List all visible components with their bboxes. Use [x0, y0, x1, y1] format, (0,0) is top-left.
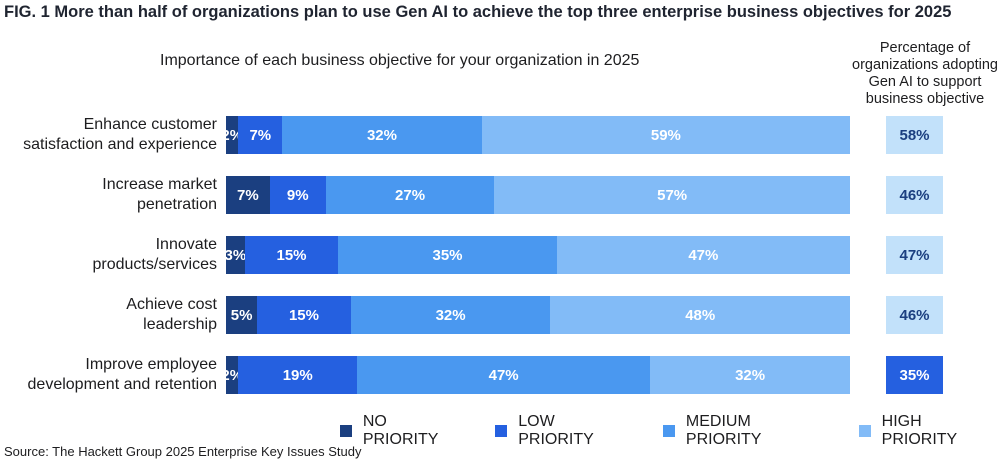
- bar-segment-medium-priority: 35%: [338, 236, 557, 274]
- legend-label: HIGH PRIORITY: [881, 413, 958, 448]
- category-label-line: Achieve cost: [126, 296, 217, 313]
- bar-segment-medium-priority: 27%: [325, 176, 495, 214]
- bar-segment-low-priority: 19%: [238, 356, 358, 394]
- stacked-bar: 5% 15% 32% 48%: [226, 296, 850, 334]
- legend-label: LOW PRIORITY: [518, 413, 594, 448]
- bar-segment-no-priority: 3%: [225, 236, 246, 274]
- category-label-line: satisfaction and experience: [23, 136, 217, 153]
- bar-segment-no-priority: 2%: [221, 356, 243, 394]
- chart-title: FIG. 1 More than half of organizations p…: [4, 3, 952, 21]
- legend-label: NO PRIORITY: [362, 413, 439, 448]
- legend-label: MEDIUM PRIORITY: [685, 413, 762, 448]
- category-label-line: development and retention: [27, 376, 217, 393]
- bar-segment-low-priority: 9%: [269, 176, 326, 214]
- chart-subtitle: Importance of each business objective fo…: [160, 52, 640, 69]
- bar-segment-low-priority: 15%: [244, 236, 339, 274]
- category-label-line: Improve employee: [85, 356, 217, 373]
- category-label-line: leadership: [143, 316, 217, 333]
- category-label-line: penetration: [136, 196, 217, 213]
- legend: NO PRIORITY LOW PRIORITY MEDIUM PRIORITY HI…: [340, 413, 1000, 449]
- adoption-value: 58%: [886, 116, 943, 154]
- legend-swatch: [340, 425, 352, 437]
- category-label-line: Innovate: [155, 236, 217, 253]
- adoption-value: 46%: [886, 296, 943, 334]
- bar-segment-medium-priority: 32%: [282, 116, 482, 154]
- bar-segment-high-priority: 32%: [650, 356, 850, 394]
- bar-segment-no-priority: 2%: [221, 116, 243, 154]
- legend-item: HIGH PRIORITY: [858, 413, 1000, 449]
- bar-segment-medium-priority: 32%: [350, 296, 551, 334]
- bar-segment-medium-priority: 47%: [357, 356, 651, 394]
- bar-segment-no-priority: 5%: [226, 296, 258, 334]
- category-label-line: Increase market: [102, 176, 217, 193]
- bar-segment-high-priority: 47%: [556, 236, 850, 274]
- adoption-value: 46%: [886, 176, 943, 214]
- legend-swatch: [495, 425, 508, 437]
- bar-segment-high-priority: 57%: [494, 176, 850, 214]
- stacked-bar: 2% 19% 47% 32%: [221, 356, 850, 394]
- adoption-header: Percentage of organizations adopting Gen…: [852, 40, 998, 107]
- category-label: Enhance customer satisfaction and experie…: [0, 115, 217, 155]
- category-label: Improve employee development and retentio…: [0, 355, 217, 395]
- category-label: Innovate products/services: [0, 235, 218, 275]
- legend-item: MEDIUM PRIORITY: [663, 413, 829, 449]
- category-label-line: products/services: [92, 256, 218, 273]
- adoption-value: 47%: [886, 236, 943, 274]
- bar-segment-low-priority: 15%: [257, 296, 351, 334]
- stacked-bar: 2% 7% 32% 59%: [221, 116, 850, 154]
- stacked-bar: 7% 9% 27% 57%: [226, 176, 850, 214]
- legend-item: NO PRIORITY: [340, 413, 465, 449]
- category-label-line: Enhance customer: [83, 116, 217, 133]
- stacked-bar: 3% 15% 35% 47%: [225, 236, 850, 274]
- bar-segment-no-priority: 7%: [226, 176, 270, 214]
- bar-segment-high-priority: 59%: [481, 116, 850, 154]
- category-label: Increase market penetration: [0, 175, 217, 215]
- legend-item: LOW PRIORITY: [495, 413, 633, 449]
- legend-swatch: [858, 425, 871, 437]
- category-label: Achieve cost leadership: [0, 295, 217, 335]
- adoption-value: 35%: [886, 356, 943, 394]
- bar-segment-high-priority: 48%: [550, 296, 850, 334]
- source-note: Source: The Hackett Group 2025 Enterpris…: [4, 444, 362, 459]
- bar-segment-low-priority: 7%: [238, 116, 283, 154]
- legend-swatch: [663, 425, 675, 437]
